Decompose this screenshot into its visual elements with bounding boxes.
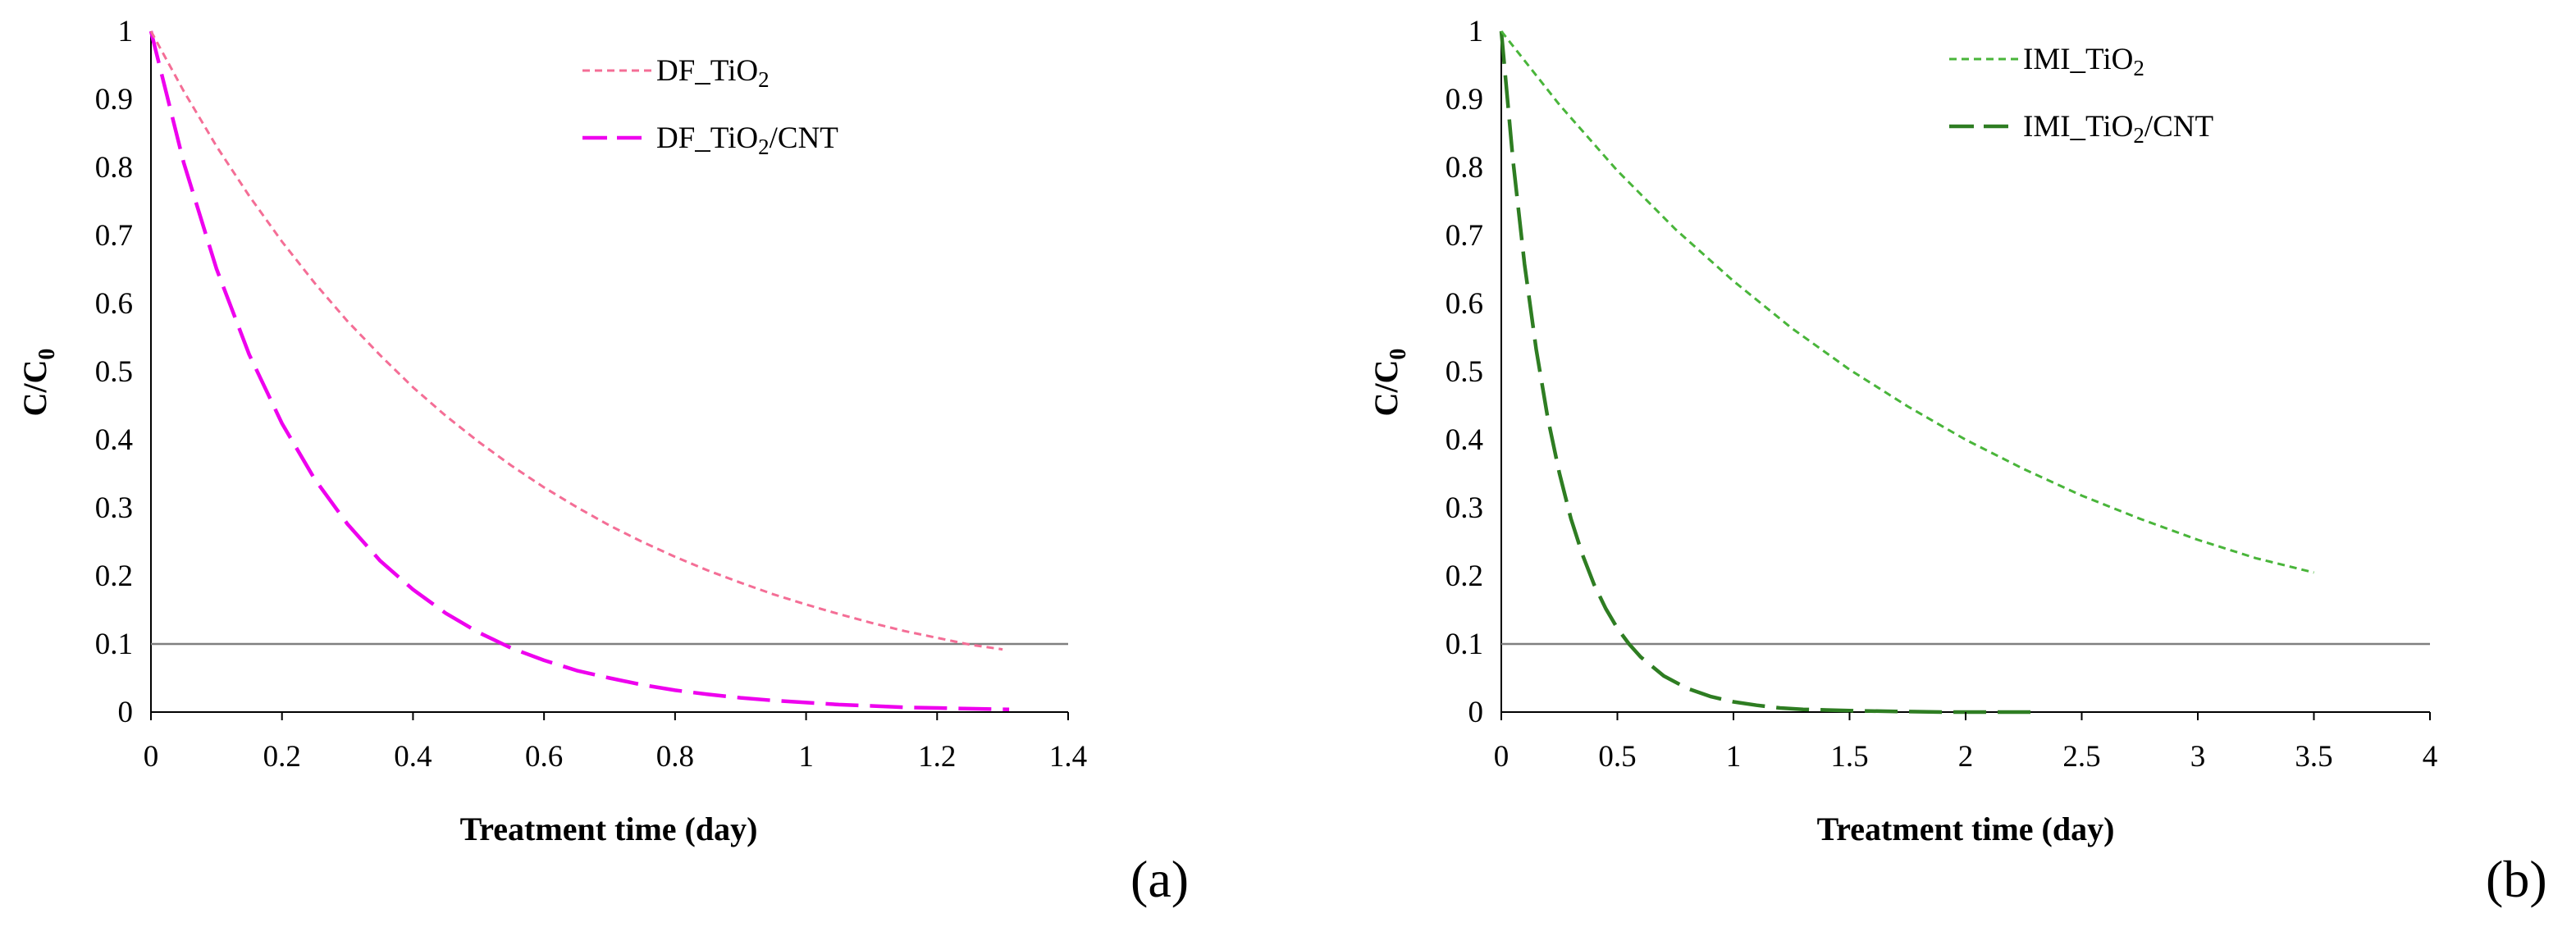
panel-b-x-tick-label: 0 <box>1494 740 1510 774</box>
panel-a-y-tick-label: 0.9 <box>95 83 133 116</box>
panel-a-legend-label-0: DF_TiO2 <box>656 54 770 92</box>
panel-a-y-tick-label: 0.8 <box>95 151 133 185</box>
panel-a-x-tick-label: 1 <box>798 740 814 774</box>
panel-a-y-tick-label: 0.5 <box>95 355 133 389</box>
panel-a-y-tick-label: 0.2 <box>95 559 133 593</box>
panel-a-ylabel-main: C/C <box>16 360 53 417</box>
panel-b-y-tick-label: 0.9 <box>1446 83 1483 116</box>
svg-text:C/C0: C/C0 <box>1368 349 1411 417</box>
panel-a-y-tick-label: 0.6 <box>95 287 133 321</box>
panel-a-x-tick-label: 0 <box>144 740 159 774</box>
chart-panel-b: C/C0 Treatment time (day) 00.10.20.30.40… <box>1368 15 2547 908</box>
panel-b-legend: IMI_TiO2 IMI_TiO2/CNT <box>1949 43 2213 148</box>
panel-b-x-tick-label: 2.5 <box>2062 740 2100 774</box>
panel-b-series-line-0 <box>1499 30 2035 715</box>
panel-b-ticks: 0 0.1 0.2 0.3 0.4 0.5 0.6 0.7 0.8 0.9 1 0 0.5 1 1.5 2 2.… <box>1446 15 2438 774</box>
panel-a-x-tick-label: 0.4 <box>394 740 432 774</box>
panel-b-legend-label-0: IMI_TiO2 <box>2023 43 2144 80</box>
panel-b-y-tick-label: 0.5 <box>1446 355 1483 389</box>
panel-a-y-tick-label: 0.7 <box>95 219 133 253</box>
panel-a-ylabel-sub: 0 <box>34 349 60 360</box>
panel-a-legend-label-1: DF_TiO2/CNT <box>656 121 838 159</box>
panel-a-label: (a) <box>1130 850 1189 908</box>
panel-b-x-tick-label: 3 <box>2190 740 2206 774</box>
panel-a-x-tick-label: 1.4 <box>1049 740 1087 774</box>
panel-b-y-tick-label: 0.6 <box>1446 287 1483 321</box>
panel-a-y-tick-label: 1 <box>118 15 134 48</box>
panel-a-series-layer <box>148 30 1068 713</box>
chart-panel-a: C/C0 Treatment time (day) 00.10.20.30.40… <box>16 15 1189 908</box>
panel-b-x-axis-label: Treatment time (day) <box>1817 811 2115 847</box>
panel-b-x-tick-label: 3.5 <box>2295 740 2332 774</box>
panel-b-series-layer <box>1499 30 2430 715</box>
panel-b-y-tick-label: 0.1 <box>1446 628 1483 661</box>
panel-b-ylabel-sub: 0 <box>1386 349 1411 360</box>
panel-a-series-line-1 <box>149 30 1003 651</box>
panel-b-x-tick-label: 1.5 <box>1830 740 1868 774</box>
panel-a-y-tick-label: 0.3 <box>95 491 133 525</box>
panel-b-legend-label-1: IMI_TiO2/CNT <box>2023 110 2213 148</box>
panel-b-x-tick-label: 4 <box>2423 740 2438 774</box>
panel-a-ticks: 0 0.1 0.2 0.3 0.4 0.5 0.6 0.7 0.8 0.9 1 0 0.2 0.4 0.6 0… <box>95 15 1087 774</box>
panel-b-x-tick-label: 2 <box>1958 740 1974 774</box>
panel-a-y-tick-label: 0.1 <box>95 628 133 661</box>
svg-text:C/C0: C/C0 <box>16 349 60 417</box>
panel-a-x-tick-label: 0.6 <box>525 740 563 774</box>
panel-b-x-tick-label: 0.5 <box>1598 740 1636 774</box>
panel-b-y-tick-label: 0.8 <box>1446 151 1483 185</box>
panel-a-x-tick-label: 1.2 <box>918 740 956 774</box>
panel-b-series-line-1 <box>1500 30 2314 574</box>
panel-b-y-tick-label: 0.4 <box>1446 423 1483 457</box>
panel-a-x-axis-label: Treatment time (day) <box>460 811 758 847</box>
panel-b-x-tick-label: 1 <box>1726 740 1742 774</box>
panel-a-legend: DF_TiO2 DF_TiO2/CNT <box>582 54 838 159</box>
panel-b-ylabel-main: C/C <box>1368 360 1404 417</box>
panel-a-y-tick-label: 0 <box>118 696 134 729</box>
panel-b-y-tick-label: 0.7 <box>1446 219 1483 253</box>
panel-a-y-tick-label: 0.4 <box>95 423 133 457</box>
panel-b-y-tick-label: 1 <box>1468 15 1484 48</box>
panel-b-y-tick-label: 0.2 <box>1446 559 1483 593</box>
panel-a-x-tick-label: 0.2 <box>263 740 301 774</box>
panel-a-x-tick-label: 0.8 <box>656 740 694 774</box>
panel-b-y-axis-label: C/C0 <box>1368 349 1411 417</box>
panel-b-y-tick-label: 0.3 <box>1446 491 1483 525</box>
panel-a-y-axis-label: C/C0 <box>16 349 60 417</box>
panel-b-label: (b) <box>2486 850 2547 908</box>
panel-b-y-tick-label: 0 <box>1468 696 1484 729</box>
panel-a-series-line-0 <box>148 30 1010 711</box>
